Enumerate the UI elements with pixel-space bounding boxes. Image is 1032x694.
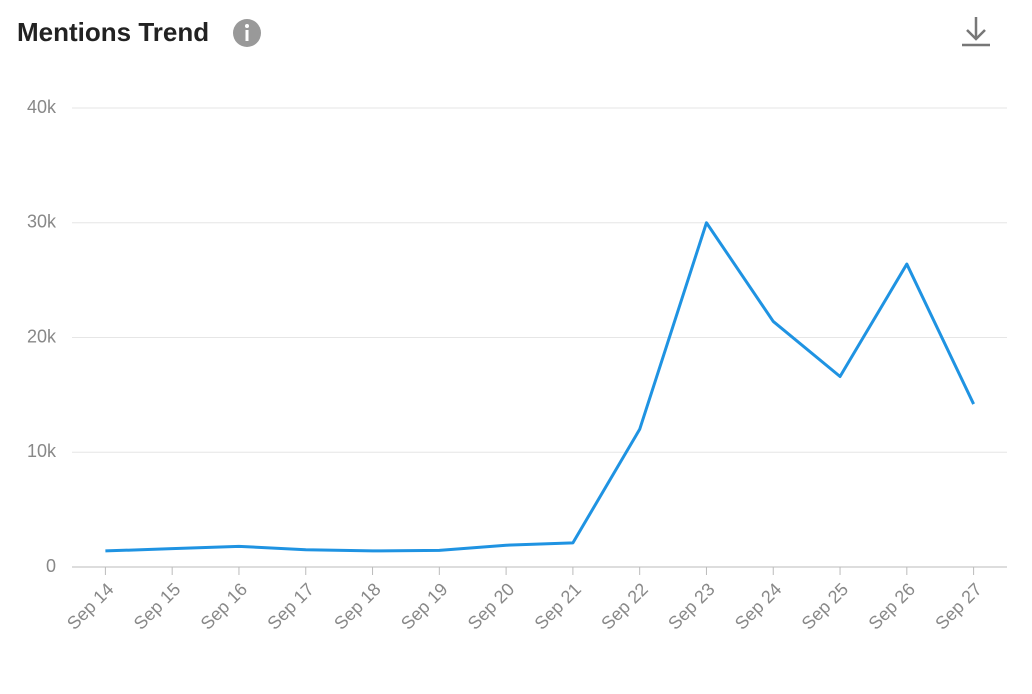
info-icon[interactable]	[233, 19, 261, 47]
x-tick-label: Sep 20	[464, 579, 518, 633]
x-tick-label: Sep 17	[263, 579, 317, 633]
x-tick-label: Sep 25	[798, 579, 852, 633]
y-tick-label: 0	[46, 556, 56, 576]
chart-title: Mentions Trend	[17, 17, 209, 47]
line-series	[105, 221, 975, 553]
download-button[interactable]	[962, 17, 990, 47]
x-tick-label: Sep 18	[330, 579, 384, 633]
x-tick-label: Sep 26	[865, 579, 919, 633]
x-tick-label: Sep 23	[664, 579, 718, 633]
y-tick-label: 40k	[27, 97, 57, 117]
x-tick-label: Sep 21	[531, 579, 585, 633]
x-tick-label: Sep 14	[63, 579, 117, 633]
x-tick-label: Sep 15	[130, 579, 184, 633]
x-tick-label: Sep 27	[931, 579, 985, 633]
y-tick-label: 20k	[27, 326, 57, 346]
x-tick-label: Sep 22	[597, 579, 651, 633]
x-tick-label: Sep 16	[197, 579, 251, 633]
y-tick-label: 10k	[27, 441, 57, 461]
y-tick-label: 30k	[27, 212, 57, 232]
x-tick-label: Sep 24	[731, 579, 785, 633]
x-tick-label: Sep 19	[397, 579, 451, 633]
